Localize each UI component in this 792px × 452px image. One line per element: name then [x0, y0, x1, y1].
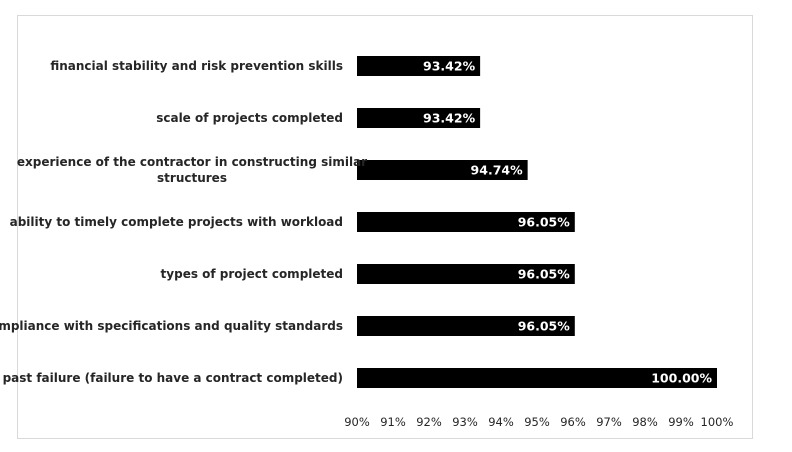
category-label: financial stability and risk prevention …	[50, 59, 343, 73]
category-label-line: structures	[157, 171, 227, 185]
x-tick-label: 91%	[380, 415, 406, 429]
bar	[357, 56, 481, 76]
data-label: 93.42%	[423, 59, 476, 74]
category-label: ability to timely complete projects with…	[10, 215, 343, 229]
x-tick-label: 99%	[668, 415, 694, 429]
bar	[357, 108, 481, 128]
x-tick-label: 97%	[596, 415, 622, 429]
x-tick-label: 100%	[701, 415, 734, 429]
bar	[357, 212, 575, 232]
category-label: types of project completed	[161, 267, 343, 281]
data-label: 94.74%	[471, 163, 524, 178]
category-label-line: experience of the contractor in construc…	[17, 155, 367, 169]
category-label: compliance with specifications and quali…	[0, 319, 343, 333]
x-tick-label: 92%	[416, 415, 442, 429]
x-tick-label: 96%	[560, 415, 586, 429]
x-tick-label: 95%	[524, 415, 550, 429]
x-tick-label: 98%	[632, 415, 658, 429]
bar	[357, 264, 575, 284]
data-label: 93.42%	[423, 111, 476, 126]
bar	[357, 316, 575, 336]
x-tick-label: 94%	[488, 415, 514, 429]
x-tick-label: 93%	[452, 415, 478, 429]
data-label: 100.00%	[651, 371, 712, 386]
category-label: experience of the contractor in construc…	[17, 155, 367, 185]
bar	[357, 368, 717, 388]
bar	[357, 160, 528, 180]
data-label: 96.05%	[518, 215, 571, 230]
category-label: scale of projects completed	[156, 111, 343, 125]
x-tick-label: 90%	[344, 415, 370, 429]
category-label: past failure (failure to have a contract…	[3, 371, 343, 385]
data-label: 96.05%	[518, 319, 571, 334]
data-label: 96.05%	[518, 267, 571, 282]
